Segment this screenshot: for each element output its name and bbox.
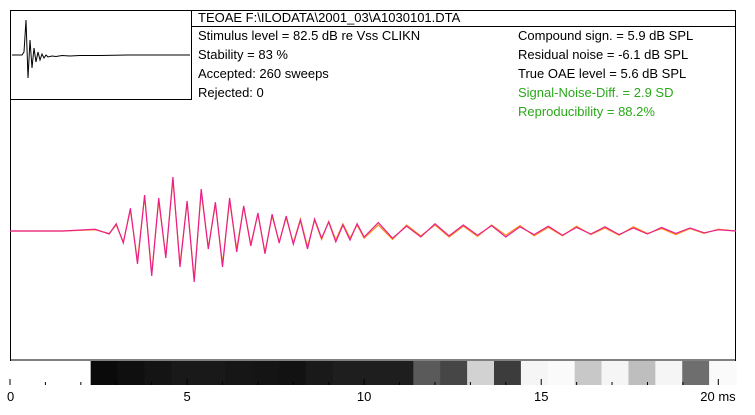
spectrum-cell [520,361,549,385]
stability: Stability = 83 % [198,47,288,62]
spectrum-cell [547,361,576,385]
spectrum-cell [305,361,334,385]
spectrum-cell [252,361,280,385]
stimulus-level: Stimulus level = 82.5 dB re Vss CLIKN [198,28,421,43]
x-tick-label: 15 [533,389,549,404]
spectrum-cell [198,361,226,385]
spectrum-cell [494,361,522,385]
spectrum-cell [117,361,145,385]
spectrum-cell [467,361,495,385]
residual-noise: Residual noise = -6.1 dB SPL [518,47,689,62]
spectrum-cell [655,361,683,385]
x-tick-label: 20 ms [700,389,736,404]
oae-traces [10,176,737,283]
spectrum-cell [144,361,172,385]
x-tick-label: 5 [183,389,191,404]
x-tick-label: 0 [7,389,15,404]
chart-frame [10,10,736,385]
title-row: TEOAE F:\ILODATA\2001_03\A1030101.DTA [192,10,736,27]
signal-noise-diff: Signal-Noise-Diff. = 2.9 SD [518,85,674,100]
x-axis-ticks [9,379,719,385]
true-oae-level: True OAE level = 5.6 dB SPL [518,66,687,81]
spectrum-cell [682,361,710,385]
spectrum-bar [10,361,737,385]
spectrum-cell [10,361,38,385]
spectrum-cell [413,361,441,385]
stimulus-box [10,10,192,100]
spectrum-cell [225,361,253,385]
stimulus-waveform [12,19,190,79]
spectrum-cell [709,361,737,385]
spectrum-cell [36,361,65,385]
spectrum-cell [171,361,199,385]
spectrum-cell [386,361,414,385]
spectrum-cell [574,361,603,385]
accepted-sweeps: Accepted: 260 sweeps [198,66,329,81]
x-tick-label: 10 [356,389,372,404]
spectrum-cell [63,361,92,385]
spectrum-cell [332,361,361,385]
spectrum-cell [278,361,307,385]
oae-trace-a [10,176,737,283]
spectrum-cell [90,361,119,385]
spectrum-cell [440,361,468,385]
compound-signal: Compound sign. = 5.9 dB SPL [518,28,694,43]
file-title: TEOAE F:\ILODATA\2001_03\A1030101.DTA [198,10,461,25]
rejected-sweeps: Rejected: 0 [198,85,264,100]
spectrum-cell [601,361,629,385]
reproducibility: Reproducibility = 88.2% [518,104,655,119]
spectrum-cell [628,361,656,385]
stimulus-trace [12,19,190,79]
